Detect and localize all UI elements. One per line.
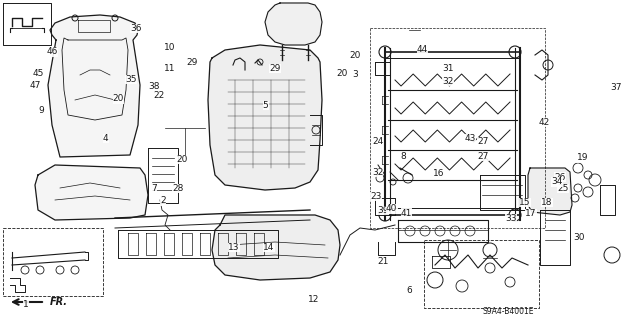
Polygon shape	[265, 3, 322, 45]
Text: 41: 41	[401, 209, 412, 218]
Text: 10: 10	[164, 43, 175, 52]
Text: 11: 11	[164, 64, 175, 73]
Text: 45: 45	[33, 69, 44, 78]
Text: 34: 34	[551, 177, 563, 186]
Text: 5: 5	[263, 101, 268, 110]
Text: 25: 25	[557, 184, 569, 193]
Text: 9: 9	[39, 106, 44, 115]
Text: 35: 35	[125, 75, 137, 84]
Text: 32: 32	[372, 168, 383, 177]
Text: 14: 14	[263, 243, 275, 252]
Text: 42: 42	[538, 118, 550, 127]
Text: 29: 29	[269, 64, 281, 73]
Text: 46: 46	[47, 48, 58, 56]
Text: 43: 43	[465, 134, 476, 143]
Text: 20: 20	[113, 94, 124, 103]
Polygon shape	[528, 168, 572, 215]
Text: 7: 7	[151, 184, 156, 193]
Text: 28: 28	[172, 184, 184, 193]
Text: 29: 29	[186, 58, 198, 67]
Polygon shape	[212, 215, 340, 280]
Text: 20: 20	[349, 51, 361, 60]
Text: 33: 33	[505, 214, 516, 223]
Text: 36: 36	[131, 24, 142, 33]
Text: 13: 13	[228, 243, 239, 252]
Text: 19: 19	[577, 153, 588, 162]
Text: 20: 20	[337, 69, 348, 78]
Text: 40: 40	[386, 204, 397, 213]
Text: 3: 3	[353, 70, 358, 79]
Text: 38: 38	[148, 82, 159, 91]
Text: 39: 39	[377, 206, 388, 215]
Text: 4: 4	[103, 134, 108, 143]
Text: 30: 30	[573, 233, 585, 242]
Text: 8: 8	[401, 152, 406, 161]
Text: 47: 47	[29, 81, 41, 90]
Polygon shape	[48, 15, 140, 157]
Text: 2: 2	[161, 197, 166, 205]
Text: 37: 37	[611, 83, 622, 92]
Text: 24: 24	[372, 137, 383, 146]
Text: 32: 32	[442, 77, 454, 86]
Polygon shape	[208, 45, 322, 190]
Text: 27: 27	[477, 137, 489, 146]
Text: 17: 17	[525, 209, 537, 218]
Text: 26: 26	[554, 173, 566, 182]
Text: 12: 12	[308, 295, 319, 304]
Text: 21: 21	[377, 257, 388, 266]
Text: 31: 31	[442, 64, 454, 73]
Text: 27: 27	[477, 152, 489, 161]
Text: 22: 22	[153, 91, 164, 100]
Text: 18: 18	[541, 198, 553, 207]
Polygon shape	[35, 165, 148, 220]
Text: 6: 6	[407, 286, 412, 295]
Text: 20: 20	[177, 155, 188, 164]
Text: S9A4-B4001E: S9A4-B4001E	[483, 308, 534, 316]
Text: 1: 1	[23, 300, 28, 309]
Text: 44: 44	[417, 45, 428, 54]
Text: 23: 23	[371, 192, 382, 201]
Text: 15: 15	[519, 198, 531, 207]
Text: 16: 16	[433, 169, 444, 178]
Text: FR.: FR.	[50, 297, 68, 307]
